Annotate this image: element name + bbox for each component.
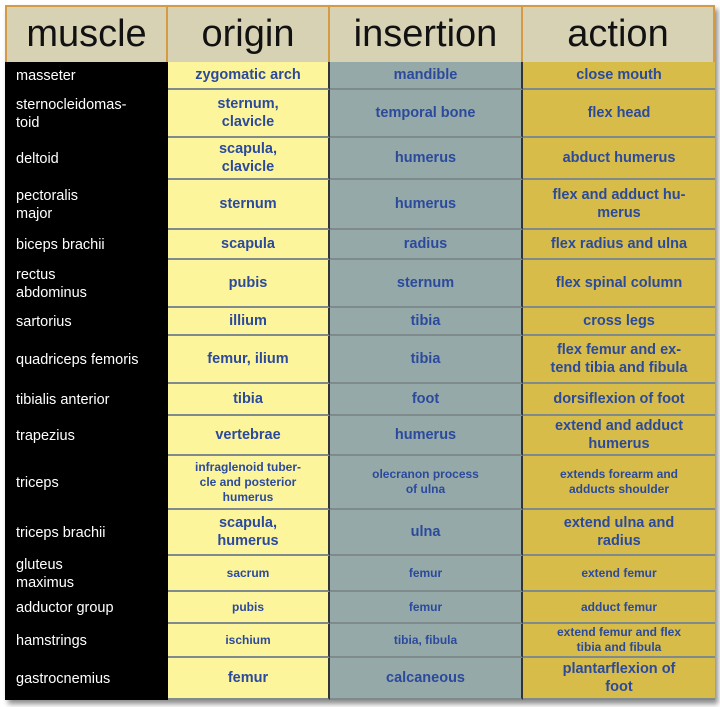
muscle-cell: rectus abdominus [5,260,168,308]
insertion-cell: ulna [330,510,523,556]
insertion-cell: calcaneous [330,658,523,700]
table-row: adductor group pubis femur adduct femur [5,592,715,624]
table-row: biceps brachii scapula radius flex radius a… [5,230,715,260]
header-insertion: insertion [330,5,523,62]
action-cell: cross legs [523,308,715,336]
muscle-cell: quadriceps femoris [5,336,168,384]
insertion-cell: mandible [330,62,523,90]
origin-cell: tibia [168,384,330,416]
origin-cell: scapula, humerus [168,510,330,556]
origin-cell: sacrum [168,556,330,592]
header-origin: origin [168,5,330,62]
action-cell: dorsiflexion of foot [523,384,715,416]
table-row: gluteus maximus sacrum femur extend femur [5,556,715,592]
origin-cell: scapula [168,230,330,260]
origin-cell: infraglenoid tuber- cle and posterior hu… [168,456,330,510]
action-cell: abduct humerus [523,138,715,180]
insertion-cell: humerus [330,416,523,456]
action-cell: extends forearm and adducts shoulder [523,456,715,510]
table-row: masseter zygomatic arch mandible close mout… [5,62,715,90]
origin-cell: ischium [168,624,330,658]
table-row: pectoralis major sternum humerus flex and a… [5,180,715,230]
table-header: muscle origin insertion action [5,5,715,62]
origin-cell: femur, ilium [168,336,330,384]
muscle-cell: hamstrings [5,624,168,658]
action-cell: extend and adduct humerus [523,416,715,456]
table-row: sternocleidomas- toid sternum, clavicle te… [5,90,715,138]
insertion-cell: tibia, fibula [330,624,523,658]
muscle-cell: biceps brachii [5,230,168,260]
action-cell: flex radius and ulna [523,230,715,260]
origin-cell: pubis [168,592,330,624]
insertion-cell: tibia [330,308,523,336]
insertion-cell: olecranon process of ulna [330,456,523,510]
insertion-cell: foot [330,384,523,416]
muscle-table: muscle origin insertion action masseter z… [5,5,715,700]
origin-cell: femur [168,658,330,700]
muscle-cell: tibialis anterior [5,384,168,416]
muscle-cell: masseter [5,62,168,90]
insertion-cell: tibia [330,336,523,384]
table-body: masseter zygomatic arch mandible close mout… [5,62,715,700]
table-row: sartorius illium tibia cross legs [5,308,715,336]
insertion-cell: radius [330,230,523,260]
origin-cell: scapula, clavicle [168,138,330,180]
muscle-cell: gluteus maximus [5,556,168,592]
muscle-cell: trapezius [5,416,168,456]
muscle-cell: pectoralis major [5,180,168,230]
table-row: deltoid scapula, clavicle humerus abduct hu… [5,138,715,180]
action-cell: close mouth [523,62,715,90]
action-cell: adduct femur [523,592,715,624]
muscle-cell: sartorius [5,308,168,336]
action-cell: extend femur [523,556,715,592]
muscle-cell: sternocleidomas- toid [5,90,168,138]
table-row: rectus abdominus pubis sternum flex spinal … [5,260,715,308]
origin-cell: illium [168,308,330,336]
action-cell: flex femur and ex- tend tibia and fibula [523,336,715,384]
action-cell: plantarflexion of foot [523,658,715,700]
origin-cell: vertebrae [168,416,330,456]
muscle-cell: deltoid [5,138,168,180]
table-row: triceps brachii scapula, humerus ulna exten… [5,510,715,556]
muscle-cell: triceps brachii [5,510,168,556]
table-row: quadriceps femoris femur, ilium tibia flex … [5,336,715,384]
insertion-cell: temporal bone [330,90,523,138]
action-cell: extend ulna and radius [523,510,715,556]
muscle-cell: adductor group [5,592,168,624]
origin-cell: pubis [168,260,330,308]
muscle-cell: triceps [5,456,168,510]
origin-cell: zygomatic arch [168,62,330,90]
table-row: hamstrings ischium tibia, fibula extend fem… [5,624,715,658]
table-row: tibialis anterior tibia foot dorsiflexion o… [5,384,715,416]
insertion-cell: femur [330,592,523,624]
table-row: trapezius vertebrae humerus extend and addu… [5,416,715,456]
origin-cell: sternum [168,180,330,230]
insertion-cell: humerus [330,138,523,180]
insertion-cell: femur [330,556,523,592]
action-cell: flex spinal column [523,260,715,308]
action-cell: extend femur and flex tibia and fibula [523,624,715,658]
header-action: action [523,5,715,62]
origin-cell: sternum, clavicle [168,90,330,138]
insertion-cell: sternum [330,260,523,308]
muscle-cell: gastrocnemius [5,658,168,700]
table-row: gastrocnemius femur calcaneous plantarflexi… [5,658,715,700]
insertion-cell: humerus [330,180,523,230]
action-cell: flex head [523,90,715,138]
action-cell: flex and adduct hu- merus [523,180,715,230]
header-muscle: muscle [5,5,168,62]
table-row: triceps infraglenoid tuber- cle and poste… [5,456,715,510]
